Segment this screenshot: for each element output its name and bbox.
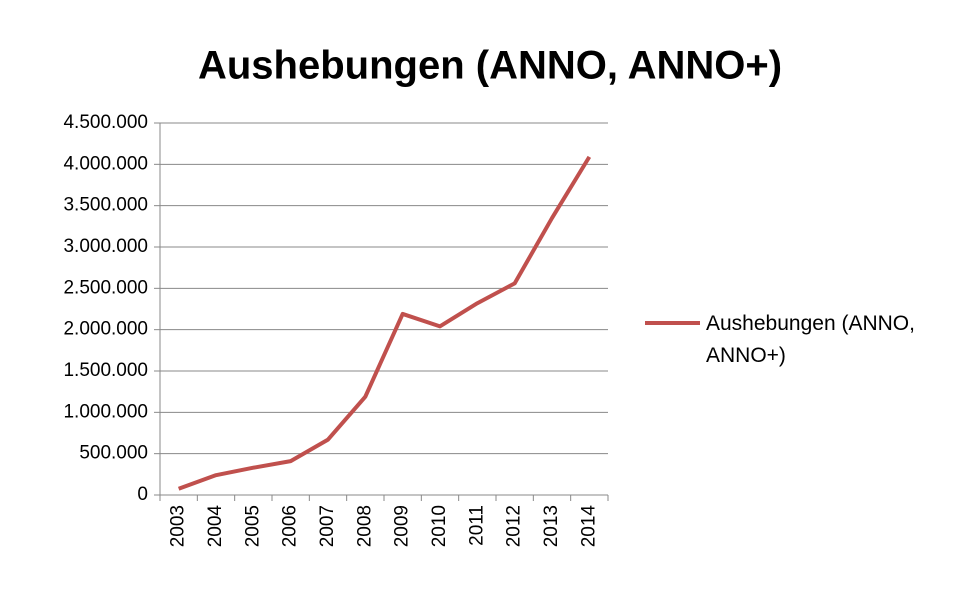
x-tick-label: 2006 — [280, 505, 301, 547]
data-line — [177, 155, 592, 491]
x-tick-label: 2010 — [429, 505, 450, 547]
x-tick-label: 2007 — [317, 505, 338, 547]
y-tick-label: 0 — [137, 484, 148, 505]
x-tick-label: 2014 — [578, 505, 599, 548]
x-tick-label: 2003 — [168, 505, 189, 547]
chart-title: Aushebungen (ANNO, ANNO+) — [198, 44, 782, 88]
x-tick-label: 2012 — [504, 505, 525, 547]
y-tick-label: 4.000.000 — [63, 153, 148, 174]
y-tick-label: 2.000.000 — [63, 319, 148, 340]
x-tick-label: 2013 — [541, 505, 562, 547]
x-tick-label: 2004 — [205, 505, 226, 548]
y-tick-label: 500.000 — [79, 443, 148, 464]
y-tick-label: 2.500.000 — [63, 277, 148, 298]
y-tick-label: 3.000.000 — [63, 236, 148, 257]
x-tick-label: 2008 — [354, 505, 375, 547]
y-tick-label: 1.500.000 — [63, 360, 148, 381]
x-tick-label: 2011 — [466, 505, 487, 546]
y-tick-label: 4.500.000 — [63, 112, 148, 133]
y-tick-label: 1.000.000 — [63, 401, 148, 422]
y-tick-label: 3.500.000 — [63, 195, 148, 216]
x-tick-label: 2009 — [392, 505, 413, 547]
legend-label: Aushebungen (ANNO, ANNO+) — [706, 312, 915, 367]
x-tick-label: 2005 — [242, 505, 263, 547]
